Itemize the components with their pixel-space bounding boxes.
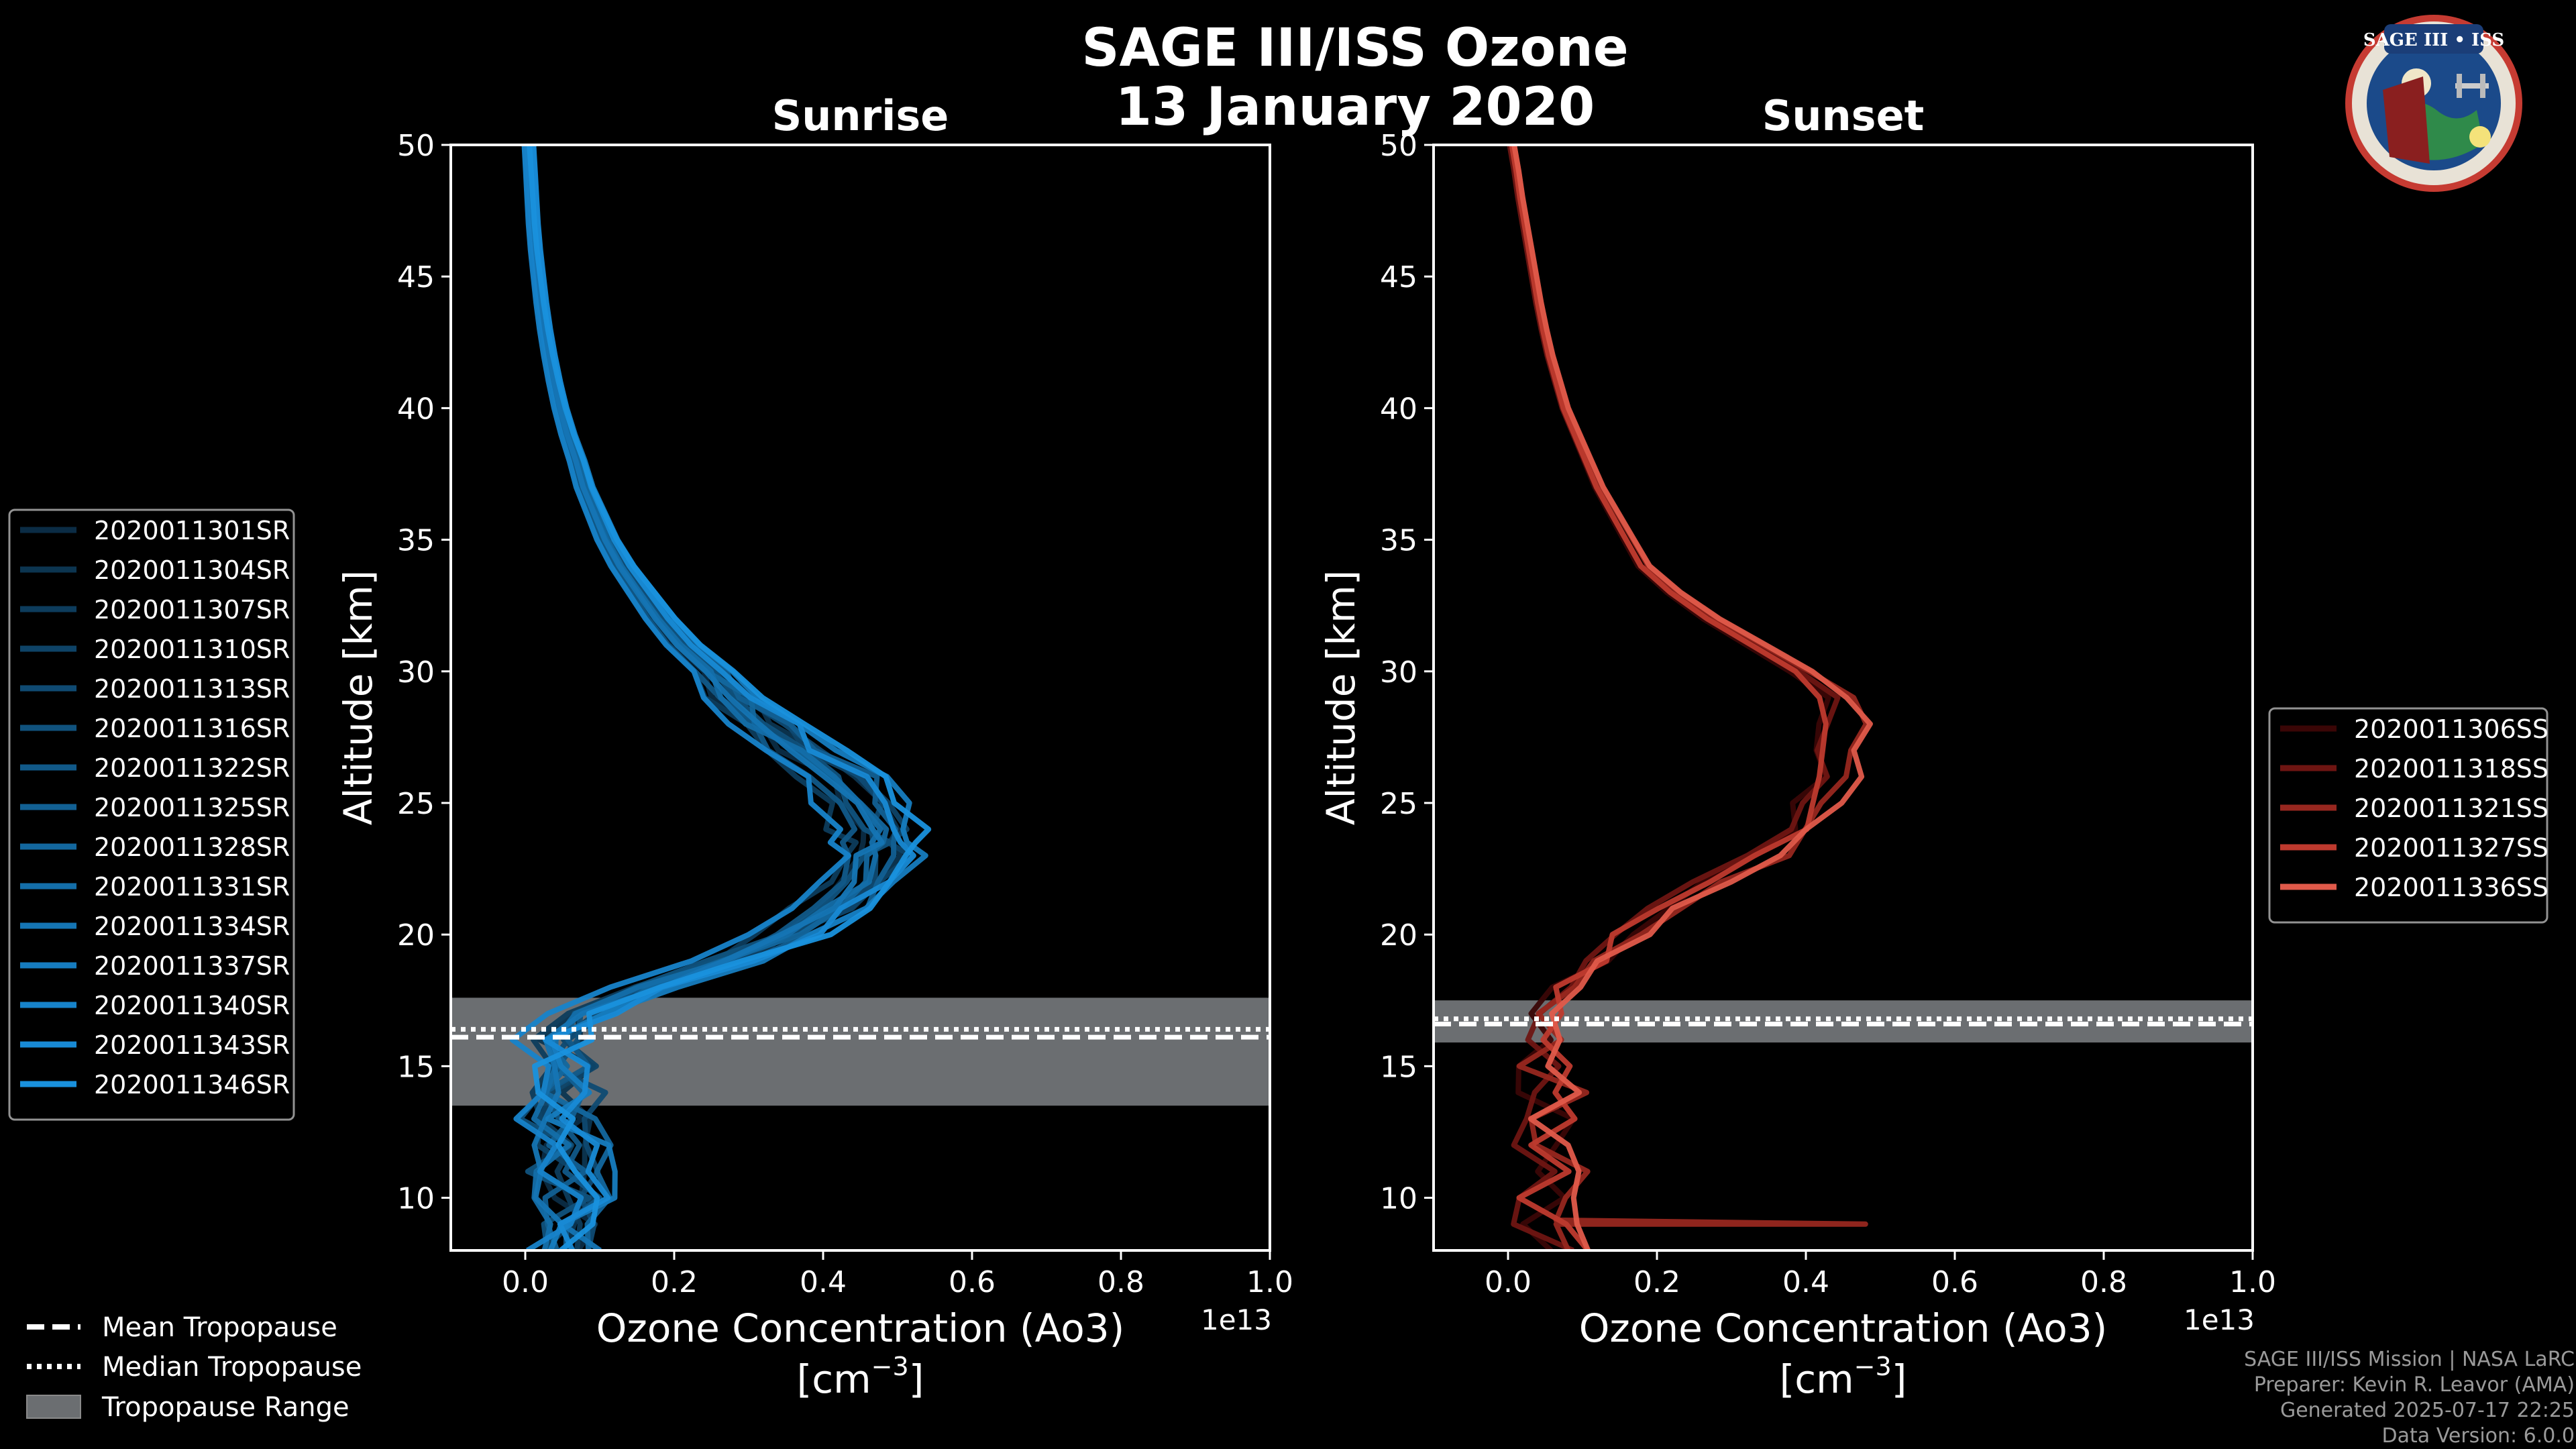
- footer-line: Preparer: Kevin R. Leavor (AMA): [2253, 1373, 2575, 1397]
- x-axis-unit: [cm−3]: [797, 1352, 924, 1402]
- x-tick-label: 0.6: [949, 1265, 996, 1299]
- sunset-legend-label: 2020011306SS: [2354, 714, 2548, 744]
- tropopause-range-swatch: [26, 1395, 81, 1419]
- x-tick-label: 0.4: [800, 1265, 847, 1299]
- panel-title: Sunset: [1762, 91, 1925, 140]
- axes-frame: [449, 144, 1271, 1252]
- sunrise-legend-label: 2020011346SR: [94, 1070, 290, 1099]
- x-tick-label: 0.2: [651, 1265, 698, 1299]
- x-tick-label: 0.0: [502, 1265, 549, 1299]
- tropopause-range-label: Tropopause Range: [101, 1392, 350, 1423]
- x-axis-label: Ozone Concentration (Ao3): [596, 1305, 1125, 1351]
- sunrise-legend-label: 2020011331SR: [94, 872, 290, 902]
- y-tick-label: 20: [1380, 918, 1417, 953]
- sunset-legend-label: 2020011336SS: [2354, 873, 2548, 902]
- sunrise-legend-label: 2020011307SR: [94, 595, 290, 625]
- profile-line-2020011336SS: [1511, 145, 1873, 1250]
- median-tropopause-label: Median Tropopause: [102, 1352, 362, 1383]
- logo-text: SAGE III • ISS: [2363, 30, 2504, 50]
- footer-line: Data Version: 6.0.0: [2381, 1424, 2575, 1448]
- sunrise-legend-label: 2020011337SR: [94, 951, 290, 981]
- y-axis-label: Altitude [km]: [335, 570, 381, 825]
- profile-line-2020011346SR: [527, 145, 932, 1250]
- y-tick-label: 50: [1380, 129, 1417, 163]
- tropopause-range-band: [1434, 1000, 2253, 1043]
- profile-line-2020011334SR: [526, 145, 885, 1250]
- y-tick-label: 40: [397, 392, 435, 426]
- sunrise-legend-label: 2020011316SR: [94, 714, 290, 743]
- sunset-legend-label: 2020011321SS: [2354, 794, 2548, 823]
- sage-iss-logo: SAGE III • ISS: [2345, 15, 2522, 192]
- y-tick-label: 45: [1380, 260, 1417, 294]
- y-tick-label: 30: [1380, 655, 1417, 690]
- tropopause-legend: Mean Tropopause Median Tropopause Tropopau…: [26, 1312, 362, 1423]
- y-tick-label: 45: [397, 260, 435, 294]
- y-tick-label: 25: [397, 787, 435, 821]
- sunrise-legend-label: 2020011343SR: [94, 1030, 290, 1060]
- sunrise-legend: 2020011301SR 2020011304SR 2020011307SR 2020…: [8, 508, 295, 1121]
- y-tick-label: 50: [397, 129, 435, 163]
- profile-line-2020011327SS: [1509, 145, 1829, 1250]
- sunrise-legend-label: 2020011301SR: [94, 516, 290, 545]
- main-title-line2: 13 January 2020: [1115, 77, 1595, 138]
- y-tick-label: 15: [397, 1050, 435, 1084]
- x-axis-unit-exponent: −3: [871, 1352, 909, 1381]
- sunrise-legend-label: 2020011334SR: [94, 912, 290, 941]
- x-tick-label: 0.4: [1782, 1265, 1829, 1299]
- y-tick-label: 20: [397, 918, 435, 953]
- sunrise-legend-label: 2020011304SR: [94, 555, 290, 585]
- profile-lines: [1507, 145, 1873, 1250]
- sunrise-legend-label: 2020011340SR: [94, 991, 290, 1020]
- sunrise-legend-label: 2020011313SR: [94, 674, 290, 704]
- sunset-panel: 0.0 0.2 0.4 0.6 0.8 1.0 10 15 20 25 30 35 40 45 50 Suns…: [1318, 91, 2276, 1402]
- profile-lines: [509, 145, 932, 1250]
- x-scale-label: 1e13: [2184, 1303, 2255, 1336]
- x-tick-label: 1.0: [2229, 1265, 2276, 1299]
- sunrise-legend-label: 2020011310SR: [94, 635, 290, 664]
- x-tick-label: 0.8: [1097, 1265, 1144, 1299]
- y-tick-label: 10: [1380, 1182, 1417, 1216]
- x-tick-label: 1.0: [1246, 1265, 1293, 1299]
- mean-tropopause-label: Mean Tropopause: [102, 1312, 337, 1343]
- x-tick-label: 0.8: [2080, 1265, 2127, 1299]
- y-axis-label: Altitude [km]: [1318, 570, 1364, 825]
- x-axis-unit-exponent: −3: [1854, 1352, 1892, 1381]
- footer-credits: SAGE III/ISS Mission | NASA LaRC Prepare…: [1971, 1347, 2575, 1449]
- sunset-legend: 2020011306SS 2020011318SS 2020011321SS 2020…: [2268, 707, 2548, 924]
- y-tick-label: 35: [1380, 524, 1417, 558]
- sunrise-legend-label: 2020011328SR: [94, 833, 290, 862]
- footer-line: SAGE III/ISS Mission | NASA LaRC: [2244, 1348, 2575, 1371]
- x-tick-label: 0.6: [1931, 1265, 1978, 1299]
- axes-frame: [1432, 144, 2254, 1252]
- x-axis-label: Ozone Concentration (Ao3): [1579, 1305, 2108, 1351]
- sunrise-legend-frame: [8, 508, 295, 1121]
- sunset-legend-frame: [2268, 707, 2548, 924]
- y-tick-label: 35: [397, 524, 435, 558]
- footer-line: Generated 2025-07-17 22:25: [2279, 1399, 2575, 1422]
- sunset-legend-label: 2020011318SS: [2354, 754, 2548, 784]
- sunrise-legend-label: 2020011325SR: [94, 793, 290, 822]
- x-axis-unit-close: ]: [909, 1356, 924, 1402]
- panel-title: Sunrise: [772, 91, 949, 140]
- sunrise-legend-label: 2020011322SR: [94, 753, 290, 783]
- sunrise-panel: 0.0 0.2 0.4 0.6 0.8 1.0 10 15 20 25 30 35 40 45 50 Sunr…: [335, 91, 1293, 1402]
- y-tick-label: 30: [397, 655, 435, 690]
- x-scale-label: 1e13: [1201, 1303, 1272, 1336]
- y-tick-label: 15: [1380, 1050, 1417, 1084]
- x-tick-label: 0.2: [1633, 1265, 1680, 1299]
- y-tick-label: 40: [1380, 392, 1417, 426]
- y-tick-label: 25: [1380, 787, 1417, 821]
- y-tick-label: 10: [397, 1182, 435, 1216]
- x-tick-label: 0.0: [1485, 1265, 1532, 1299]
- x-axis-unit-close: ]: [1892, 1356, 1907, 1402]
- x-axis-unit: [cm−3]: [1780, 1352, 1907, 1402]
- main-title-line1: SAGE III/ISS Ozone: [1081, 18, 1629, 78]
- sunset-legend-label: 2020011327SS: [2354, 833, 2548, 863]
